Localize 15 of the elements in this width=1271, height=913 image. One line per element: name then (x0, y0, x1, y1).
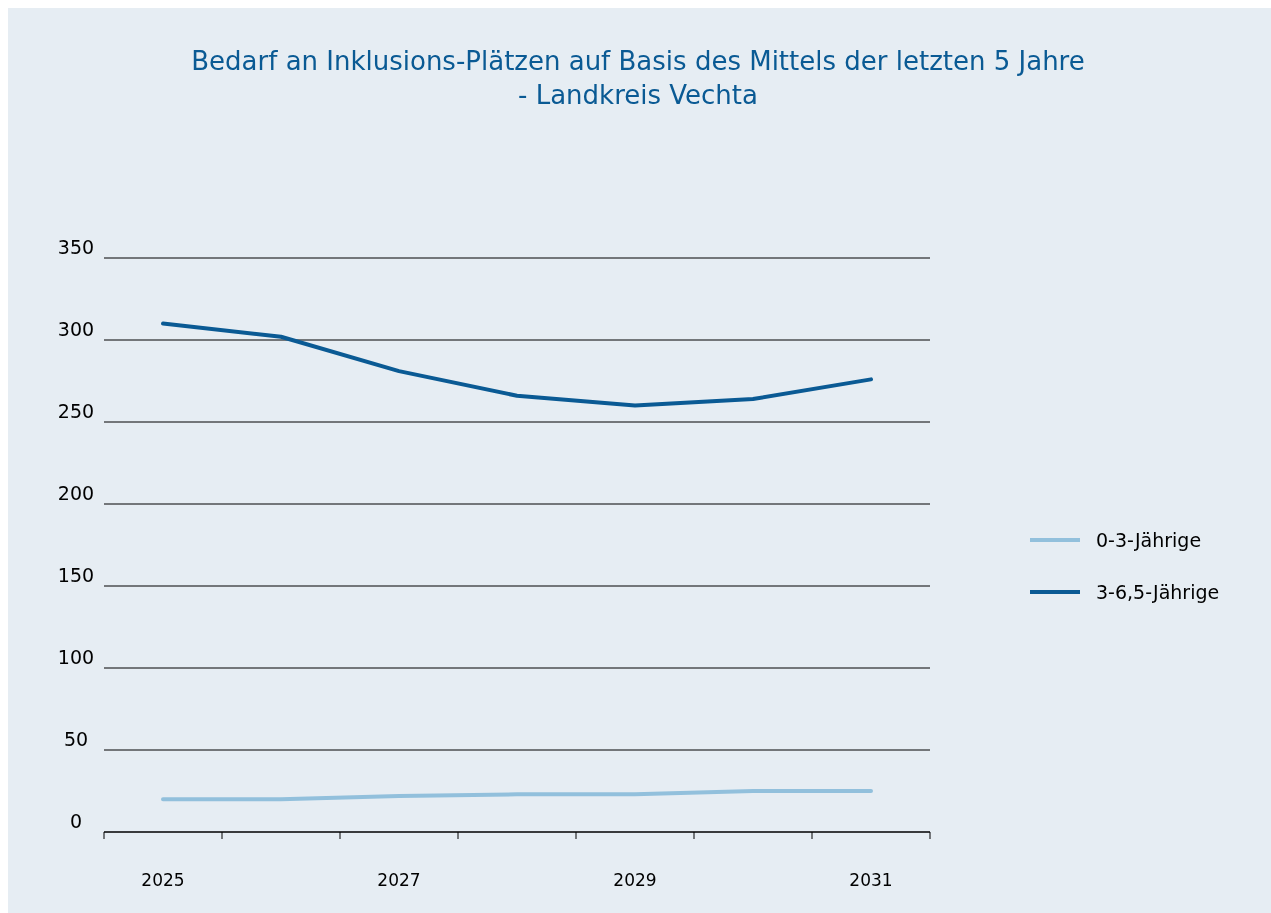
x-tick-label: 2031 (849, 870, 893, 890)
y-tick-label: 50 (63, 728, 89, 750)
x-tick-label: 2029 (613, 870, 657, 890)
y-tick-label: 0 (69, 810, 83, 832)
x-tick-label: 2027 (377, 870, 421, 890)
y-tick-label: 350 (57, 236, 95, 258)
y-tick-label: 100 (57, 646, 95, 668)
chart-title: Bedarf an Inklusions-Plätzen auf Basis des Mittels der letzten 5 Jahre - Landkreis Vechta (191, 46, 1085, 110)
y-tick-label: 150 (57, 564, 95, 586)
legend-label: 3-6,5-Jährige (1096, 581, 1220, 603)
y-tick-label: 300 (57, 318, 95, 340)
x-tick-label: 2025 (141, 870, 185, 890)
y-tick-label: 200 (57, 482, 95, 504)
y-tick-label: 250 (57, 400, 95, 422)
legend-label: 0-3-Jährige (1096, 529, 1202, 551)
